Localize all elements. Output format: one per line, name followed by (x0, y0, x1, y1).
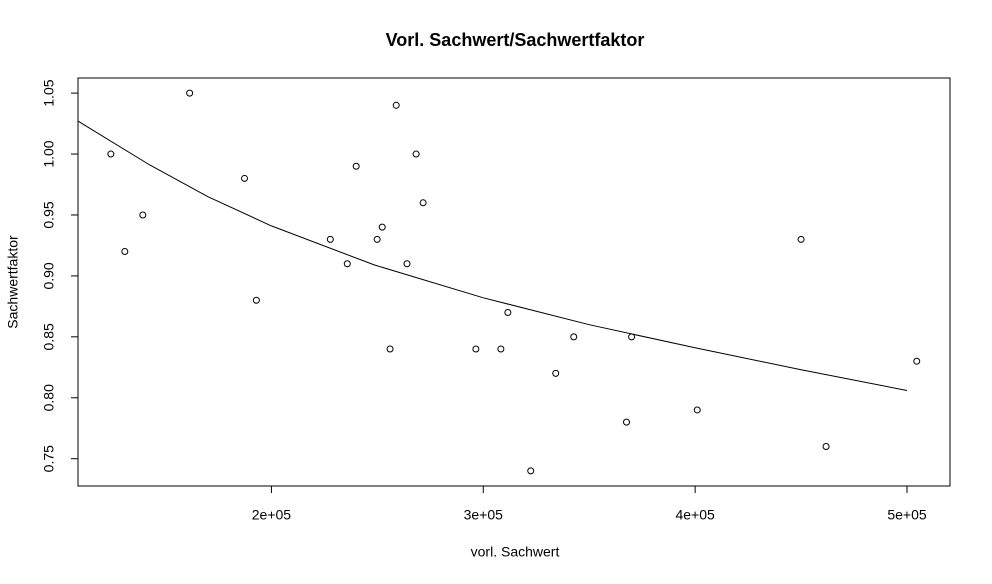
point (497, 345, 505, 353)
y-tick-label: 0.90 (41, 262, 57, 289)
point (121, 248, 129, 256)
point (527, 467, 535, 475)
point (352, 162, 360, 170)
x-tick-label: 2e+05 (252, 507, 292, 523)
y-tick-label: 0.85 (41, 323, 57, 350)
y-tick-label: 1.05 (41, 79, 57, 106)
point (504, 308, 512, 316)
chart-title: Vorl. Sachwert/Sachwertfaktor (386, 30, 645, 50)
y-tick-label: 0.80 (41, 384, 57, 411)
y-tick-label: 0.75 (41, 445, 57, 472)
point (472, 345, 480, 353)
x-axis-label: vorl. Sachwert (471, 544, 560, 560)
point (373, 235, 381, 243)
point (343, 260, 351, 268)
point (378, 223, 386, 231)
point (403, 260, 411, 268)
x-tick-label: 5e+05 (887, 507, 927, 523)
point (241, 174, 249, 182)
fit-line (77, 120, 908, 391)
point (419, 199, 427, 207)
point (252, 296, 260, 304)
point (913, 357, 921, 365)
point (186, 89, 194, 97)
point (412, 150, 420, 158)
point (326, 235, 334, 243)
point (622, 418, 630, 426)
y-tick-label: 0.95 (41, 201, 57, 228)
point (570, 333, 578, 341)
point (139, 211, 147, 219)
point (822, 443, 830, 451)
x-tick-label: 4e+05 (675, 507, 715, 523)
point (392, 101, 400, 109)
point (693, 406, 701, 414)
point (797, 235, 805, 243)
point (386, 345, 394, 353)
point (107, 150, 115, 158)
y-tick-label: 1.00 (41, 140, 57, 167)
point (552, 369, 560, 377)
y-axis-label: Sachwertfaktor (5, 235, 21, 329)
x-tick-label: 3e+05 (464, 507, 504, 523)
